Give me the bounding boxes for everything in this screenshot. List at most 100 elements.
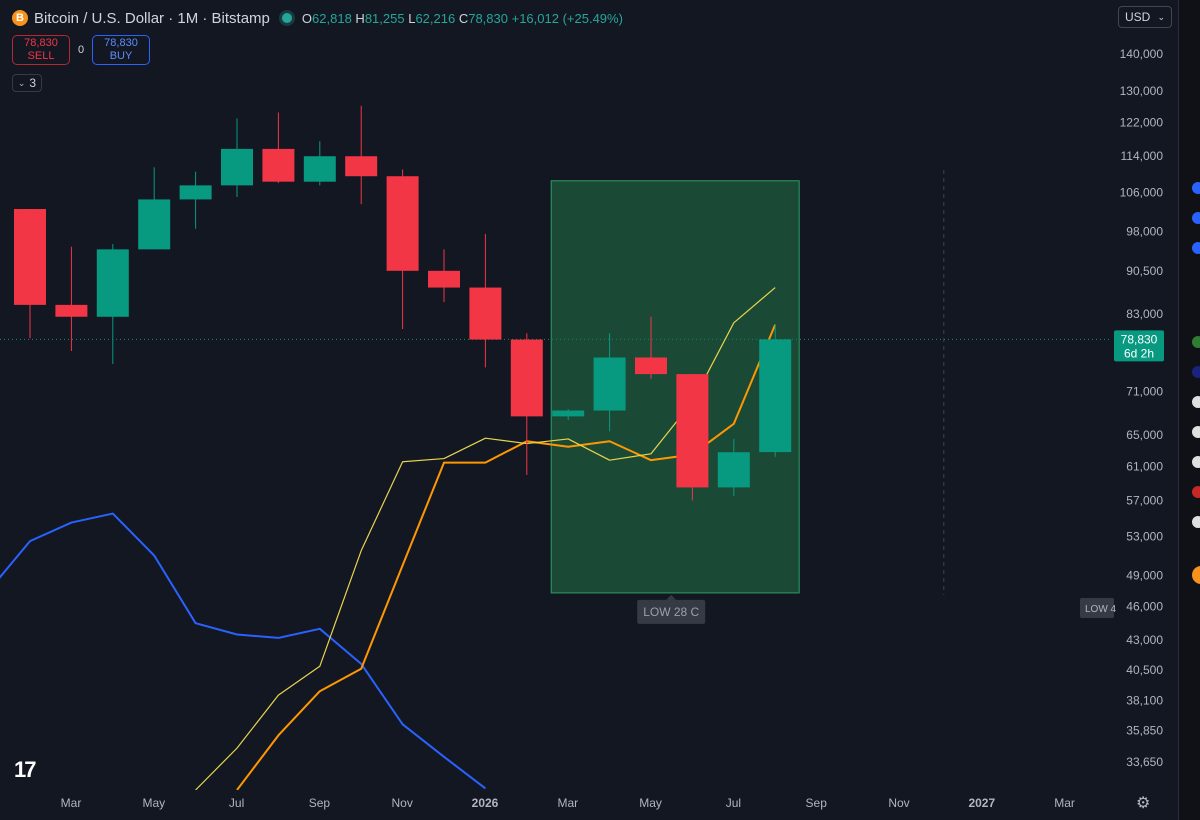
buy-button[interactable]: 78,830 BUY	[92, 35, 150, 65]
y-tick-label: 38,100	[1126, 693, 1163, 707]
candle-body	[262, 148, 295, 182]
x-tick-label: Sep	[806, 796, 828, 810]
candle[interactable]	[593, 333, 626, 432]
y-tick-label: 35,850	[1126, 723, 1163, 737]
sell-label: SELL	[27, 50, 55, 62]
candle[interactable]	[552, 409, 585, 421]
spread-value: 0	[77, 44, 85, 56]
candle[interactable]	[345, 105, 378, 205]
x-tick-label: Mar	[1054, 796, 1075, 810]
high-label: H	[355, 10, 365, 26]
watchlist-dot-icon	[1192, 486, 1200, 498]
sell-price: 78,830	[24, 37, 58, 49]
candle-body	[345, 156, 378, 177]
candle-body	[469, 287, 502, 340]
gear-icon[interactable]: ⚙	[1136, 795, 1151, 812]
symbol-title[interactable]: Bitcoin / U.S. Dollar · 1M · Bitstamp	[34, 9, 270, 27]
change-value: +16,012 (+25.49%)	[511, 10, 623, 26]
x-tick-label: Mar	[61, 796, 82, 810]
candle[interactable]	[14, 209, 46, 339]
highlight-zone	[550, 180, 800, 594]
candle[interactable]	[179, 171, 212, 229]
watchlist-dot-icon	[1192, 456, 1200, 468]
candle-countdown: 6d 2h	[1124, 346, 1154, 360]
candle-body	[428, 270, 460, 288]
close-value: 78,830	[468, 10, 508, 26]
currency-select[interactable]: USD ⌄	[1118, 6, 1172, 28]
watchlist-dot-icon	[1192, 182, 1200, 194]
candle-body	[759, 339, 792, 453]
candle[interactable]	[55, 246, 88, 352]
watchlist-dot-icon	[1192, 396, 1200, 408]
watchlist-dot-icon	[1192, 366, 1200, 378]
open-value: 62,818	[312, 10, 352, 26]
candle-body	[303, 156, 336, 182]
candle[interactable]	[96, 244, 129, 365]
y-tick-label: 46,000	[1126, 600, 1163, 614]
candle[interactable]	[386, 169, 419, 329]
x-tick-label: Sep	[309, 796, 331, 810]
tradingview-logo: 17	[14, 757, 37, 782]
bitcoin-coin-icon	[1192, 566, 1200, 584]
candle[interactable]	[717, 438, 750, 496]
candle[interactable]	[510, 333, 543, 475]
indicators-toggle[interactable]: ⌄ 3	[12, 74, 42, 92]
candle-body	[635, 357, 667, 375]
high-value: 81,255	[364, 10, 405, 26]
y-tick-label: 65,000	[1126, 428, 1163, 442]
x-tick-label: May	[142, 796, 165, 810]
right-side-panel	[1178, 0, 1200, 820]
low-label: L	[408, 10, 416, 26]
chevron-down-icon: ⌄	[1157, 11, 1165, 22]
candle[interactable]	[469, 233, 502, 368]
candle[interactable]	[428, 249, 460, 302]
x-tick-label: 2026	[472, 796, 499, 810]
candle-body	[14, 209, 46, 305]
buy-price: 78,830	[104, 37, 138, 49]
y-tick-label: 130,000	[1120, 84, 1164, 98]
zone-label-bg	[637, 599, 706, 624]
y-tick-label: 98,000	[1126, 224, 1163, 238]
y-tick-label: 114,000	[1121, 149, 1164, 163]
right-tag-bg	[1080, 598, 1114, 618]
close-label: C	[458, 10, 469, 26]
y-tick-label: 53,000	[1126, 529, 1163, 543]
candle-body	[221, 148, 253, 186]
candle[interactable]	[221, 118, 253, 198]
x-tick-label: 2027	[968, 796, 995, 810]
y-tick-label: 90,500	[1126, 264, 1163, 278]
y-tick-label: 43,000	[1126, 633, 1163, 647]
candle[interactable]	[759, 324, 792, 457]
candle[interactable]	[303, 141, 336, 186]
candle[interactable]	[635, 316, 667, 379]
last-price-tag-bg	[1114, 330, 1164, 362]
x-tick-label: Mar	[557, 796, 578, 810]
candle-body	[55, 304, 88, 317]
y-tick-label: 40,500	[1126, 663, 1163, 677]
candle[interactable]	[138, 167, 171, 250]
x-tick-label: Jul	[229, 796, 244, 810]
candle-body	[676, 374, 709, 488]
symbol-header: B Bitcoin / U.S. Dollar · 1M · Bitstamp …	[12, 8, 623, 28]
candle-body	[386, 176, 419, 271]
y-tick-label: 71,000	[1126, 384, 1163, 398]
blue-overlay-line	[0, 512, 487, 790]
candle[interactable]	[262, 112, 295, 184]
low-value: 62,216	[415, 10, 456, 26]
watchlist-dot-icon	[1192, 426, 1200, 438]
market-open-icon	[281, 13, 292, 23]
x-tick-label: May	[639, 796, 662, 810]
candle-body	[138, 199, 171, 250]
bitcoin-coin-icon: B	[12, 10, 28, 26]
candle-body	[96, 249, 129, 317]
sell-button[interactable]: 78,830 SELL	[12, 35, 70, 65]
zone-label: LOW 28 C	[643, 605, 699, 619]
chevron-down-icon: ⌄	[17, 77, 26, 88]
x-tick-label: Nov	[392, 796, 413, 810]
watchlist-dot-icon	[1192, 516, 1200, 528]
x-tick-label: Jul	[726, 796, 741, 810]
y-tick-label: 49,000	[1126, 568, 1163, 582]
open-label: O	[301, 10, 313, 26]
candle[interactable]	[676, 374, 709, 501]
